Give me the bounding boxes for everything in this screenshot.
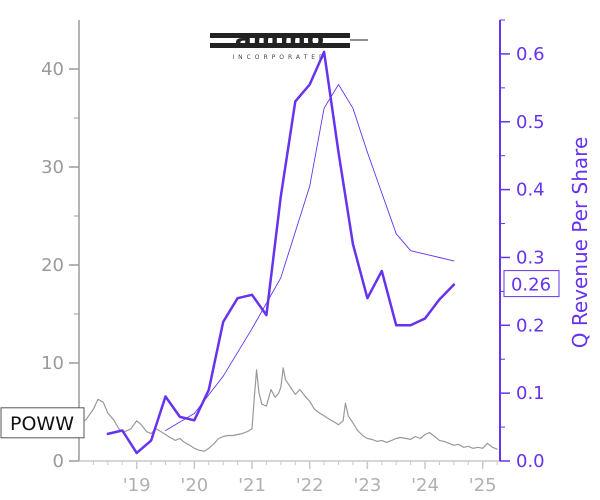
series-group: [78, 50, 498, 455]
left-axis-tick-label: 0: [53, 451, 64, 472]
company-logo: ammo INCORPORATED: [210, 24, 368, 61]
left-axis-tick-label: 20: [41, 255, 64, 276]
right-axis-tick-label: 0.6: [516, 44, 545, 65]
right-axis-tick-label: 0.4: [516, 180, 545, 201]
logo-tagline: INCORPORATED: [232, 54, 327, 61]
logo-wordmark: ammo: [235, 24, 325, 53]
axes: 0 10 20 30 40 '19 '20 '21 '22 '23 '24 '25 0.0 0.1 0.2 0…: [41, 19, 545, 496]
labels: Q Revenue Per Share 0.26 POWW: [0, 137, 592, 439]
x-axis-tick-label: '22: [296, 475, 324, 496]
ticker-label: POWW: [10, 413, 74, 435]
right-axis-tick-label: 0.5: [516, 112, 545, 133]
x-axis-tick-label: '20: [180, 475, 208, 496]
last-value-label: 0.26: [511, 275, 551, 296]
ticker-box: [0, 407, 85, 439]
x-axis-tick-label: '21: [238, 475, 266, 496]
x-axis-tick-label: '19: [123, 475, 151, 496]
logo-bar: [210, 33, 350, 38]
quarterly-revenue-per-share-line: [106, 50, 456, 455]
right-axis-title: Q Revenue Per Share: [568, 137, 592, 349]
last-value-box: [503, 270, 560, 298]
right-axis-tick-label: 0.3: [516, 247, 545, 268]
x-axis-tick-label: '23: [353, 475, 381, 496]
right-axis-tick-label: 0.0: [516, 451, 545, 472]
logo-bar: [210, 43, 350, 48]
share-price-line: [78, 367, 498, 452]
left-axis-tick-label: 30: [41, 157, 64, 178]
revenue-trend-line: [165, 84, 455, 431]
left-axis-tick-label: 40: [41, 59, 64, 80]
right-axis-tick-label: 0.2: [516, 315, 545, 336]
x-axis-tick-label: '24: [411, 475, 439, 496]
right-axis-tick-label: 0.1: [516, 383, 545, 404]
left-axis-tick-label: 10: [41, 353, 64, 374]
x-axis-tick-label: '25: [469, 475, 497, 496]
